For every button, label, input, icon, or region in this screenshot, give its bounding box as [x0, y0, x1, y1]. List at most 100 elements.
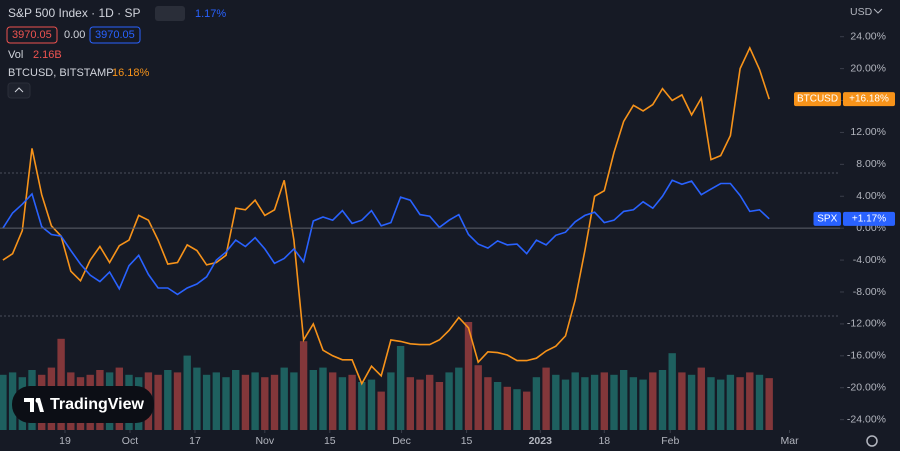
volume-bar [532, 377, 541, 430]
volume-bar [319, 367, 327, 430]
logo-icon-dot [35, 398, 41, 403]
settings-icon[interactable] [866, 435, 878, 447]
volume-bar [658, 370, 667, 430]
volume-bar [542, 367, 550, 430]
volume-bar [746, 372, 754, 430]
volume-bar [717, 379, 725, 430]
volume-bar [173, 372, 182, 430]
x-tick-label: Mar [781, 435, 800, 447]
volume-bar [280, 367, 288, 430]
price-change: 0.00 [64, 29, 85, 41]
volume-bar [426, 374, 434, 430]
volume-bar [736, 377, 744, 430]
volume-bar [649, 372, 657, 430]
tag-value-box [843, 92, 895, 107]
volume-bar [629, 377, 638, 430]
volume-bar [464, 322, 473, 430]
volume-bar [358, 382, 366, 430]
y-tick-label: 12.00% [850, 126, 886, 138]
tag-name: BTCUSD [797, 94, 838, 105]
volume-bar [687, 374, 696, 430]
volume-bar [348, 374, 356, 430]
volume-value: 2.16B [33, 49, 62, 61]
volume-bar [697, 367, 705, 430]
volume-bar [445, 372, 453, 430]
volume-bar [678, 372, 686, 430]
x-tick-label: Nov [255, 435, 274, 447]
y-tick-label: -4.00% [853, 254, 886, 266]
volume-bar [474, 365, 482, 430]
collapse-button[interactable] [7, 82, 31, 99]
x-tick-label: 17 [189, 435, 201, 447]
volume-bar [0, 374, 7, 430]
tag-value: +1.17% [852, 213, 886, 224]
volume-bar [620, 370, 628, 430]
compare-symbol[interactable]: BTCUSD, BITSTAMP [8, 67, 114, 79]
volume-bar [193, 367, 201, 430]
volume-bar [668, 353, 676, 430]
volume-bar [154, 374, 162, 430]
y-tick-label: -20.00% [847, 381, 886, 393]
volume-bar [639, 379, 647, 430]
volume-bar [367, 379, 376, 430]
volume-bar [387, 372, 395, 430]
volume-bar [406, 377, 414, 430]
tag-value-box [843, 211, 895, 226]
x-tick-label: Oct [122, 435, 138, 447]
volume-bar [755, 374, 764, 430]
volume-bar [600, 372, 608, 430]
volume-bar [212, 372, 220, 430]
volume-bar [455, 367, 463, 430]
volume-layer [0, 322, 773, 430]
volume-bar [57, 338, 65, 430]
volume-bar [299, 341, 308, 430]
volume-bar [183, 355, 191, 430]
x-tick-label: Dec [392, 435, 411, 447]
y-tick-label: -24.00% [847, 413, 886, 425]
y-tick-label: -12.00% [847, 318, 886, 330]
y-tick-label: 8.00% [856, 158, 886, 170]
collapse-icon [14, 87, 24, 93]
volume-bar [590, 374, 599, 430]
price: 3970.05 [95, 29, 135, 41]
currency-arrow [873, 8, 883, 14]
y-tick-label: -8.00% [853, 286, 886, 298]
volume-bar [435, 382, 444, 430]
volume-bar [377, 391, 385, 430]
price-box [6, 26, 58, 44]
volume-bar [251, 372, 259, 430]
volume-bar [222, 377, 230, 430]
x-tick-label: 2023 [529, 435, 553, 447]
y-tick-label: 20.00% [850, 62, 886, 74]
logo-pill[interactable] [12, 386, 154, 423]
volume-bar [484, 377, 492, 430]
volume-bar [581, 377, 589, 430]
volume-bar [523, 391, 531, 430]
series-line [2, 179, 770, 296]
price-box [89, 26, 141, 44]
currency[interactable]: USD [850, 6, 873, 18]
x-tick-label: 15 [461, 435, 473, 447]
y-tick-label: -16.00% [847, 350, 886, 362]
price: 3970.05 [12, 29, 52, 41]
volume-bar [561, 379, 570, 430]
legend-buttons[interactable] [155, 6, 185, 21]
price-tag: SPX +1.17% [813, 211, 895, 226]
volume-bar [232, 370, 240, 430]
symbol-title[interactable]: S&P 500 Index · 1D · SP [8, 6, 141, 20]
tag-value: +16.18% [849, 94, 889, 105]
series-line [2, 45, 770, 386]
volume-bar [270, 374, 279, 430]
volume-bar [416, 379, 424, 430]
logo-text: TradingView [50, 396, 145, 413]
tag-name: SPX [817, 213, 837, 224]
volume-bar [338, 377, 347, 430]
volume-bar [309, 370, 317, 430]
volume-bar [765, 378, 773, 430]
line-layer [2, 45, 770, 386]
tag-name-box [813, 211, 841, 226]
y-tick-label: 4.00% [856, 190, 886, 202]
volume-bar [241, 374, 250, 430]
volume-bar [493, 382, 502, 430]
